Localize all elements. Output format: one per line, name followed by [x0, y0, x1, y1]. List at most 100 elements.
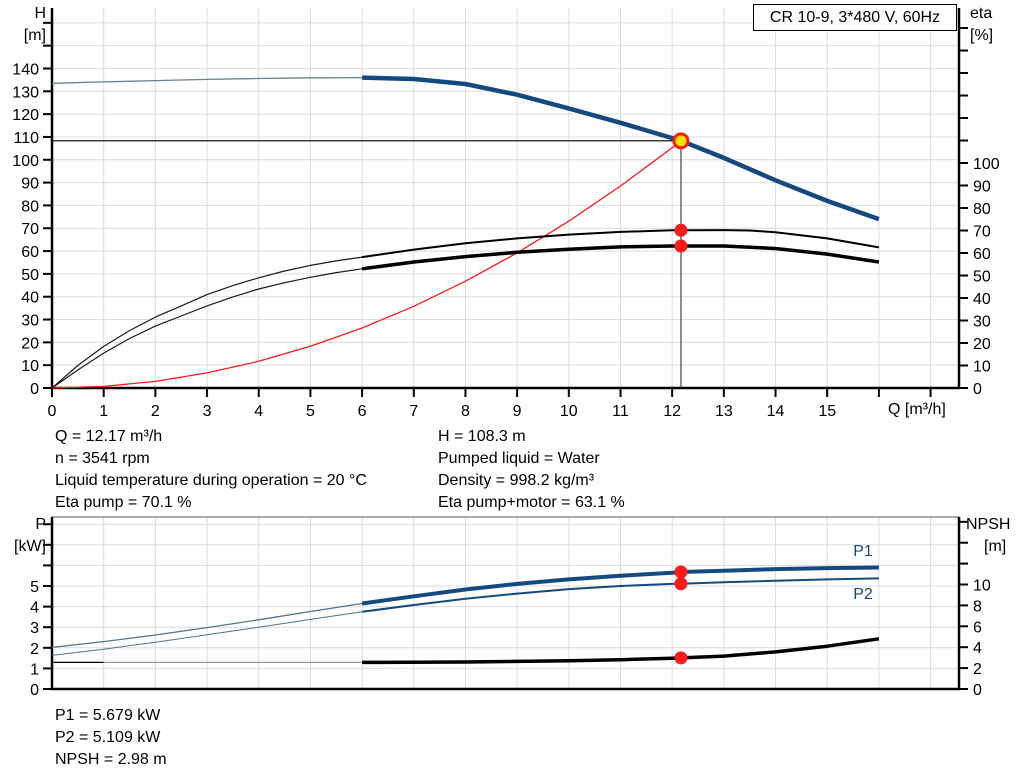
npsh-axis-label: NPSH	[966, 516, 1011, 533]
left-tick-label: 140	[12, 61, 39, 78]
ticks: 0102030405060708090100110120130140010203…	[12, 21, 1000, 420]
p1-curve-label: P1	[853, 543, 873, 560]
left-tick-label: 2	[30, 641, 39, 658]
x-tick-label: 5	[306, 403, 315, 420]
p-axis-label: P	[35, 516, 46, 533]
info-line: Eta pump+motor = 63.1 %	[438, 494, 625, 511]
left-tick-label: 60	[21, 244, 39, 261]
right-tick-label: 70	[973, 224, 991, 241]
npsh-axis-unit: [m]	[984, 538, 1007, 555]
left-tick-label: 3	[30, 620, 39, 637]
h-axis-unit: [m]	[23, 27, 46, 44]
right-tick-label: 0	[973, 682, 982, 699]
series-eta-pump-thin	[51, 256, 363, 389]
marker-p2-point	[674, 577, 688, 591]
marker-duty-point	[672, 132, 690, 150]
left-tick-label: 120	[12, 107, 39, 124]
right-tick-label: 30	[973, 314, 991, 331]
right-tick-label: 20	[973, 336, 991, 353]
series-eta-pump-motor-thin	[51, 268, 363, 389]
pump-title: CR 10-9, 3*480 V, 60Hz	[753, 4, 957, 31]
right-tick-label: 6	[973, 619, 982, 636]
eta-axis-unit: [%]	[970, 27, 994, 44]
info-line: Density = 998.2 kg/m³	[438, 472, 595, 489]
info-line: Eta pump = 70.1 %	[55, 494, 192, 511]
axes	[50, 8, 961, 390]
right-tick-label: 2	[973, 661, 982, 678]
grid	[52, 516, 959, 689]
right-tick-label: 50	[973, 269, 991, 286]
q-axis-label: Q [m³/h]	[888, 401, 946, 418]
ticks: 0 1 2 3 4 5 0 2 4 6 8 10	[30, 520, 991, 699]
info-line: P2 = 5.109 kW	[55, 729, 161, 746]
info-line: Q = 12.17 m³/h	[55, 428, 163, 445]
x-tick-label: 8	[461, 403, 470, 420]
x-tick-label: 2	[151, 403, 160, 420]
left-tick-label: 0	[30, 682, 39, 699]
info-top-left: Q = 12.17 m³/h n = 3541 rpm Liquid tempe…	[55, 426, 367, 514]
x-tick-label: 6	[358, 403, 367, 420]
info-line: Liquid temperature during operation = 20…	[55, 472, 367, 489]
left-tick-label: 90	[21, 176, 39, 193]
p-axis-unit: [kW]	[14, 538, 46, 555]
left-tick-label: 20	[21, 335, 39, 352]
info-line: NPSH = 2.98 m	[55, 751, 167, 768]
info-bottom: P1 = 5.679 kW P2 = 5.109 kW NPSH = 2.98 …	[55, 705, 167, 771]
marker-eta-pump-motor-point	[674, 239, 688, 253]
x-tick-label: 9	[513, 403, 522, 420]
x-tick-label: 1	[99, 403, 108, 420]
right-tick-label: 0	[973, 381, 982, 398]
series-p2-thin	[51, 611, 363, 656]
left-tick-label: 50	[21, 267, 39, 284]
left-tick-label: 30	[21, 313, 39, 330]
info-line: n = 3541 rpm	[55, 450, 150, 467]
left-tick-label: 80	[21, 198, 39, 215]
left-tick-label: 5	[30, 579, 39, 596]
x-tick-label: 12	[663, 403, 681, 420]
series-eta-pump-motor	[361, 244, 880, 271]
h-axis-label: H	[34, 5, 46, 22]
info-line: Pumped liquid = Water	[438, 450, 600, 467]
left-tick-label: 100	[12, 153, 39, 170]
left-tick-label: 70	[21, 221, 39, 238]
right-tick-label: 10	[973, 578, 991, 595]
info-line: P1 = 5.679 kW	[55, 707, 161, 724]
x-tick-label: 11	[612, 403, 629, 420]
series-system-curve	[51, 140, 682, 389]
marker-p1-point	[674, 565, 688, 579]
series-p2-curve	[361, 577, 879, 613]
series-p1-curve	[361, 565, 879, 606]
right-tick-label: 10	[973, 359, 991, 376]
info-line: H = 108.3 m	[438, 428, 526, 445]
left-tick-label: 10	[21, 358, 39, 375]
right-tick-label: 100	[973, 156, 1000, 173]
marker-npsh-point	[674, 651, 688, 665]
marker-eta-pump-point	[674, 223, 688, 237]
info-top-right: H = 108.3 m Pumped liquid = Water Densit…	[438, 426, 625, 514]
left-tick-label: 0	[30, 381, 39, 398]
right-tick-label: 80	[973, 201, 991, 218]
left-tick-label: 1	[30, 661, 39, 678]
x-tick-label: 3	[203, 403, 212, 420]
x-tick-label: 7	[409, 403, 418, 420]
right-tick-label: 8	[973, 598, 982, 615]
left-tick-label: 40	[21, 290, 39, 307]
right-tick-label: 60	[973, 246, 991, 263]
series-pump-curve	[362, 75, 880, 222]
p2-curve-label: P2	[853, 586, 873, 603]
x-tick-label: 14	[767, 403, 785, 420]
series-eta-pump	[361, 229, 880, 259]
x-tick-label: 4	[254, 403, 263, 420]
left-tick-label: 4	[30, 600, 39, 617]
hq-eta-chart: 0102030405060708090100110120130140010203…	[12, 8, 1000, 420]
right-tick-label: 90	[973, 179, 991, 196]
x-tick-label: 15	[818, 403, 836, 420]
power-npsh-chart: 0 1 2 3 4 5 0 2 4 6 8 10	[30, 516, 991, 699]
x-tick-label: 13	[715, 403, 733, 420]
right-tick-label: 40	[973, 291, 991, 308]
series-pump-curve-thin	[51, 76, 363, 84]
left-tick-label: 110	[13, 130, 39, 147]
right-tick-label: 4	[973, 640, 982, 657]
